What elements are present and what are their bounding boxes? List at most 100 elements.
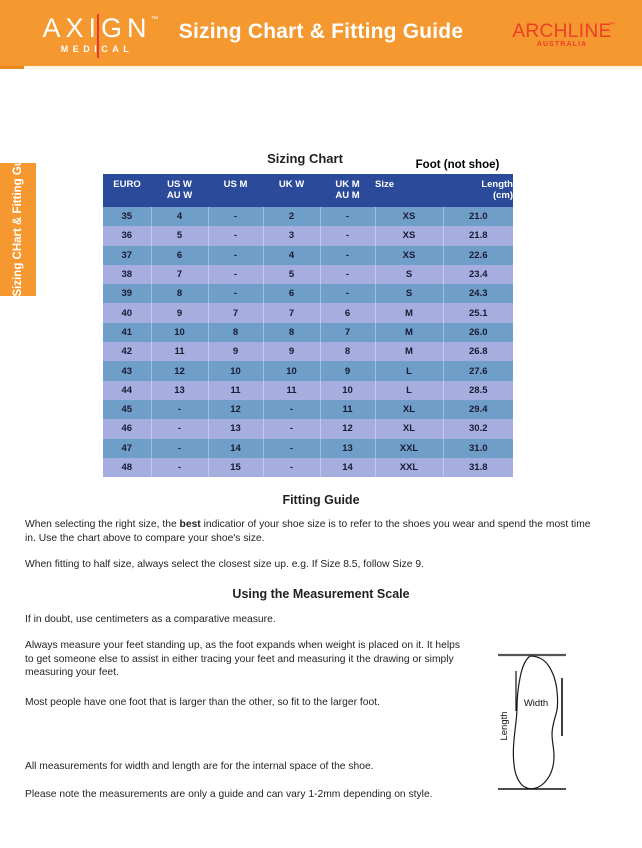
cell-size: M <box>374 342 443 362</box>
foot-outline-icon: Width Length <box>498 653 566 790</box>
side-tab: Sizing CHart & Fitting Guide <box>0 142 36 296</box>
cell-euro: 47 <box>103 438 151 458</box>
cell-euro: 39 <box>103 284 151 304</box>
table-row: 39 8-6- S 24.3 <box>103 284 513 304</box>
column-header-line1: Length <box>481 179 513 190</box>
table-row: 43 12 10 10 9 L 27.6 <box>103 361 513 381</box>
cell-uk-w: 7 <box>262 303 320 323</box>
column-header-line2: (cm) <box>492 190 513 201</box>
cell-length: 28.5 <box>442 380 513 400</box>
cell-size: L <box>374 380 443 400</box>
measurement-paragraph-1: If in doubt, use centimeters as a compar… <box>25 614 276 625</box>
measurement-paragraph-5: Please note the measurements are only a … <box>25 789 433 800</box>
cell-us-m: 8 <box>207 322 263 343</box>
cell-uk-w: 9 <box>262 342 320 362</box>
cell-us-w: 10 <box>150 322 208 343</box>
table-header-row: EURO US W AU W US M UK W UK M AU M <box>103 174 513 207</box>
cell-uk-m: 8 <box>319 342 375 362</box>
cell-uk-m: 10 <box>319 380 375 400</box>
column-header-us-m: US M <box>208 174 263 207</box>
column-header-uk-w: UK W <box>263 174 320 207</box>
header-bar <box>0 0 642 66</box>
table-row: 45-12-11 XL 29.4 <box>103 399 513 420</box>
table-row: 38 7-5- S 23.4 <box>103 264 513 285</box>
header-underline-accent <box>0 66 24 69</box>
cell-length: 29.4 <box>442 399 513 420</box>
fitting-guide-p1-after: indicatior of your shoe size is to refer… <box>25 519 591 544</box>
sizing-chart-title: Sizing Chart <box>267 151 343 166</box>
cell-size: S <box>374 284 443 304</box>
column-header-length-cm: Length (cm) <box>443 174 513 207</box>
cell-uk-w: 6 <box>262 284 320 304</box>
column-header-line1: US M <box>223 179 248 190</box>
table-row: 40 9 7 7 6 M 25.1 <box>103 303 513 323</box>
cell-euro: 38 <box>103 264 151 285</box>
cell-us-m: 14 <box>207 438 263 458</box>
header-underline <box>0 66 642 69</box>
cell-length: 22.6 <box>442 245 513 265</box>
cell-uk-m: - <box>319 284 375 304</box>
table-row: 36 5-3- XS 21.8 <box>103 226 513 246</box>
table-row: 44 13 11 11 10 L 28.5 <box>103 380 513 400</box>
archline-logo-wordmark: ARCHLINE <box>512 21 612 42</box>
column-header-size: Size <box>375 174 443 207</box>
cell-euro: 44 <box>103 380 151 400</box>
cell-euro: 45 <box>103 399 151 420</box>
cell-size: L <box>374 361 443 381</box>
cell-length: 27.6 <box>442 361 513 381</box>
cell-us-w: - <box>150 419 208 439</box>
fitting-guide-p1-before: When selecting the right size, the <box>25 519 180 530</box>
cell-euro: 37 <box>103 245 151 265</box>
cell-size: S <box>374 264 443 285</box>
sizing-chart-body: 35 4-2- XS 21.0 36 5-3- XS 21.8 37 6-4- XS 22.6 38 7-… <box>103 207 513 478</box>
cell-us-w: - <box>150 438 208 458</box>
cell-length: 25.1 <box>442 303 513 323</box>
cell-uk-w: - <box>262 438 320 458</box>
cell-length: 31.0 <box>442 438 513 458</box>
cell-euro: 48 <box>103 457 151 478</box>
archline-logo-subtitle: AUSTRALIA <box>536 41 588 48</box>
table-row: 41 10 8 8 7 M 26.0 <box>103 322 513 343</box>
cell-size: M <box>374 322 443 343</box>
cell-uk-w: 3 <box>262 226 320 246</box>
cell-us-m: 15 <box>207 457 263 478</box>
cell-us-w: 9 <box>150 303 208 323</box>
cell-us-w: - <box>150 457 208 478</box>
table-row: 47-14-13 XXL 31.0 <box>103 438 513 458</box>
measurement-paragraph-2: Always measure your feet standing up, as… <box>25 640 461 678</box>
column-header-line1: UK W <box>278 179 305 190</box>
cell-size: M <box>374 303 443 323</box>
cell-euro: 41 <box>103 322 151 343</box>
cell-us-m: 12 <box>207 399 263 420</box>
column-header-line1: US W <box>167 179 192 190</box>
cell-uk-m: 13 <box>319 438 375 458</box>
cell-size: XXL <box>374 457 443 478</box>
cell-uk-m: - <box>319 226 375 246</box>
cell-uk-m: 12 <box>319 419 375 439</box>
cell-us-m: - <box>207 245 263 265</box>
cell-euro: 42 <box>103 342 151 362</box>
side-tab-label: Sizing CHart & Fitting Guide <box>12 142 24 296</box>
cell-us-w: 7 <box>150 264 208 285</box>
cell-length: 21.0 <box>442 207 513 227</box>
cell-us-m: 10 <box>207 361 263 381</box>
cell-us-m: 11 <box>207 380 263 400</box>
cell-euro: 46 <box>103 419 151 439</box>
column-header-line1: Size <box>375 179 395 190</box>
cell-euro: 40 <box>103 303 151 323</box>
column-header-us-w: US W AU W <box>151 174 208 207</box>
cell-length: 24.3 <box>442 284 513 304</box>
cell-uk-m: 11 <box>319 399 375 420</box>
sizing-chart-table: EURO US W AU W US M UK W UK M AU M <box>103 174 513 478</box>
cell-us-m: - <box>207 264 263 285</box>
cell-size: XL <box>374 419 443 439</box>
cell-us-m: 13 <box>207 419 263 439</box>
cell-size: XXL <box>374 438 443 458</box>
foot-measurement-diagram: Width Length <box>494 648 634 813</box>
cell-us-w: 13 <box>150 380 208 400</box>
foot-length-label: Length <box>499 711 510 740</box>
table-row: 46-13-12 XL 30.2 <box>103 419 513 439</box>
cell-euro: 43 <box>103 361 151 381</box>
table-row: 42 11 9 9 8 M 26.8 <box>103 342 513 362</box>
archline-trademark-icon: ™ <box>609 22 615 28</box>
